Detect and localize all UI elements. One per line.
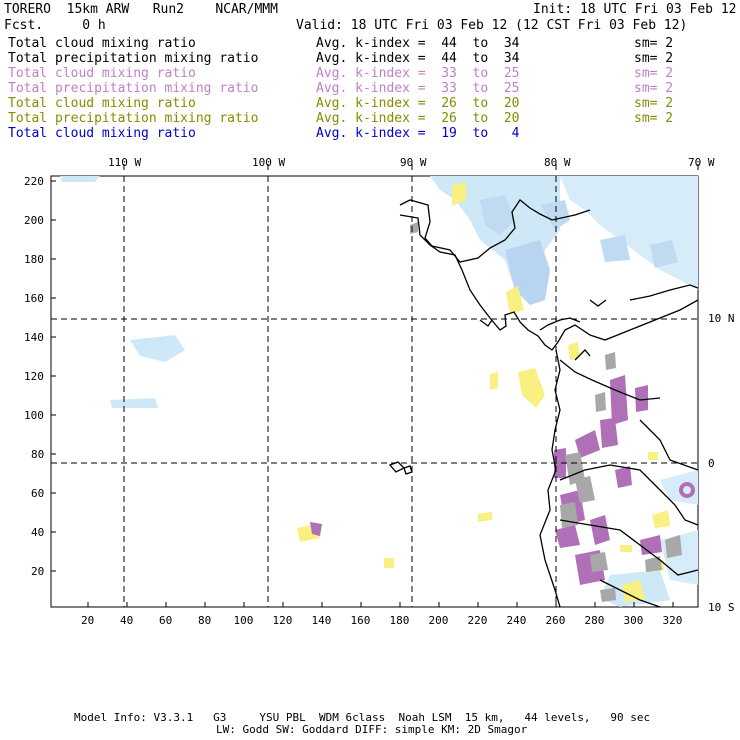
x-tick-label: 320 bbox=[662, 614, 683, 627]
legend-field-label: Total cloud mixing ratio bbox=[8, 96, 196, 111]
legend-field-label: Total precipitation mixing ratio bbox=[8, 111, 259, 126]
graticule bbox=[51, 176, 698, 607]
model-title: TORERO 15km ARW Run2 NCAR/MMM bbox=[4, 2, 278, 17]
x-tick-label: 200 bbox=[428, 614, 449, 627]
y-tick-label: 200 bbox=[24, 214, 44, 227]
legend-kindex-range: Avg. k-index = 44 to 34 bbox=[316, 51, 520, 66]
y-tick-label: 100 bbox=[24, 409, 44, 422]
x-tick-label: 40 bbox=[120, 614, 134, 627]
legend-kindex-range: Avg. k-index = 33 to 25 bbox=[316, 81, 520, 96]
axis-ticks bbox=[51, 180, 674, 607]
legend-kindex-range: Avg. k-index = 44 to 34 bbox=[316, 36, 520, 51]
legend-smoothing: sm= 2 bbox=[634, 81, 674, 96]
x-tick-label: 60 bbox=[159, 614, 173, 627]
x-tick-label: 260 bbox=[545, 614, 566, 627]
x-tick-label: 280 bbox=[584, 614, 605, 627]
x-tick-label: 140 bbox=[311, 614, 332, 627]
x-tick-label: 80 bbox=[198, 614, 212, 627]
lon-label-70w: 70 W bbox=[688, 156, 715, 169]
x-tick-label: 300 bbox=[623, 614, 644, 627]
legend-smoothing: sm= 2 bbox=[634, 96, 674, 111]
forecast-hour: Fcst. 0 h bbox=[4, 18, 106, 33]
legend-kindex-range: Avg. k-index = 26 to 20 bbox=[316, 96, 520, 111]
legend-field-label: Total cloud mixing ratio bbox=[8, 36, 196, 51]
map-frame bbox=[50, 175, 699, 608]
lat-label-10s: 10 S bbox=[708, 601, 735, 614]
legend-field-label: Total cloud mixing ratio bbox=[8, 126, 196, 141]
purple-shading bbox=[310, 375, 695, 585]
lon-label-110w: 110 W bbox=[108, 156, 142, 169]
init-time: Init: 18 UTC Fri 03 Feb 12 bbox=[533, 2, 737, 17]
y-tick-label: 140 bbox=[24, 331, 44, 344]
legend-smoothing: sm= 2 bbox=[634, 36, 674, 51]
x-tick-label: 20 bbox=[81, 614, 95, 627]
x-tick-label: 180 bbox=[389, 614, 410, 627]
legend-kindex-range: Avg. k-index = 26 to 20 bbox=[316, 111, 520, 126]
y-tick-label: 40 bbox=[31, 526, 45, 539]
lat-label-0: 0 bbox=[708, 457, 715, 470]
y-tick-label: 20 bbox=[31, 565, 45, 578]
legend-field-label: Total cloud mixing ratio bbox=[8, 66, 196, 81]
x-tick-label: 220 bbox=[467, 614, 488, 627]
legend-smoothing: sm= 2 bbox=[634, 66, 674, 81]
lon-label-80w: 80 W bbox=[544, 156, 571, 169]
lon-label-100w: 100 W bbox=[252, 156, 286, 169]
y-tick-label: 180 bbox=[24, 253, 44, 266]
legend-field-label: Total precipitation mixing ratio bbox=[8, 51, 259, 66]
lon-label-90w: 90 W bbox=[400, 156, 427, 169]
model-physics: LW: Godd SW: Goddard DIFF: simple KM: 2D… bbox=[216, 723, 528, 736]
x-tick-label: 120 bbox=[272, 614, 293, 627]
y-tick-label: 120 bbox=[24, 370, 44, 383]
legend-field-label: Total precipitation mixing ratio bbox=[8, 81, 259, 96]
lat-label-10n: 10 N bbox=[708, 312, 735, 325]
legend-smoothing: sm= 2 bbox=[634, 111, 674, 126]
x-tick-label: 240 bbox=[506, 614, 527, 627]
y-tick-label: 80 bbox=[31, 448, 45, 461]
y-tick-label: 160 bbox=[24, 292, 44, 305]
model-info: Model Info: V3.3.1 G3 YSU PBL WDM 6class… bbox=[74, 711, 651, 724]
legend-smoothing: sm= 2 bbox=[634, 51, 674, 66]
x-tick-label: 100 bbox=[233, 614, 254, 627]
x-tick-label: 160 bbox=[350, 614, 371, 627]
y-tick-label: 220 bbox=[24, 175, 44, 188]
legend-kindex-range: Avg. k-index = 33 to 25 bbox=[316, 66, 520, 81]
legend-kindex-range: Avg. k-index = 19 to 4 bbox=[316, 126, 520, 141]
lon-tick-marks bbox=[123, 164, 699, 170]
valid-time: Valid: 18 UTC Fri 03 Feb 12 (12 CST Fri … bbox=[296, 18, 688, 33]
y-tick-label: 60 bbox=[31, 487, 45, 500]
